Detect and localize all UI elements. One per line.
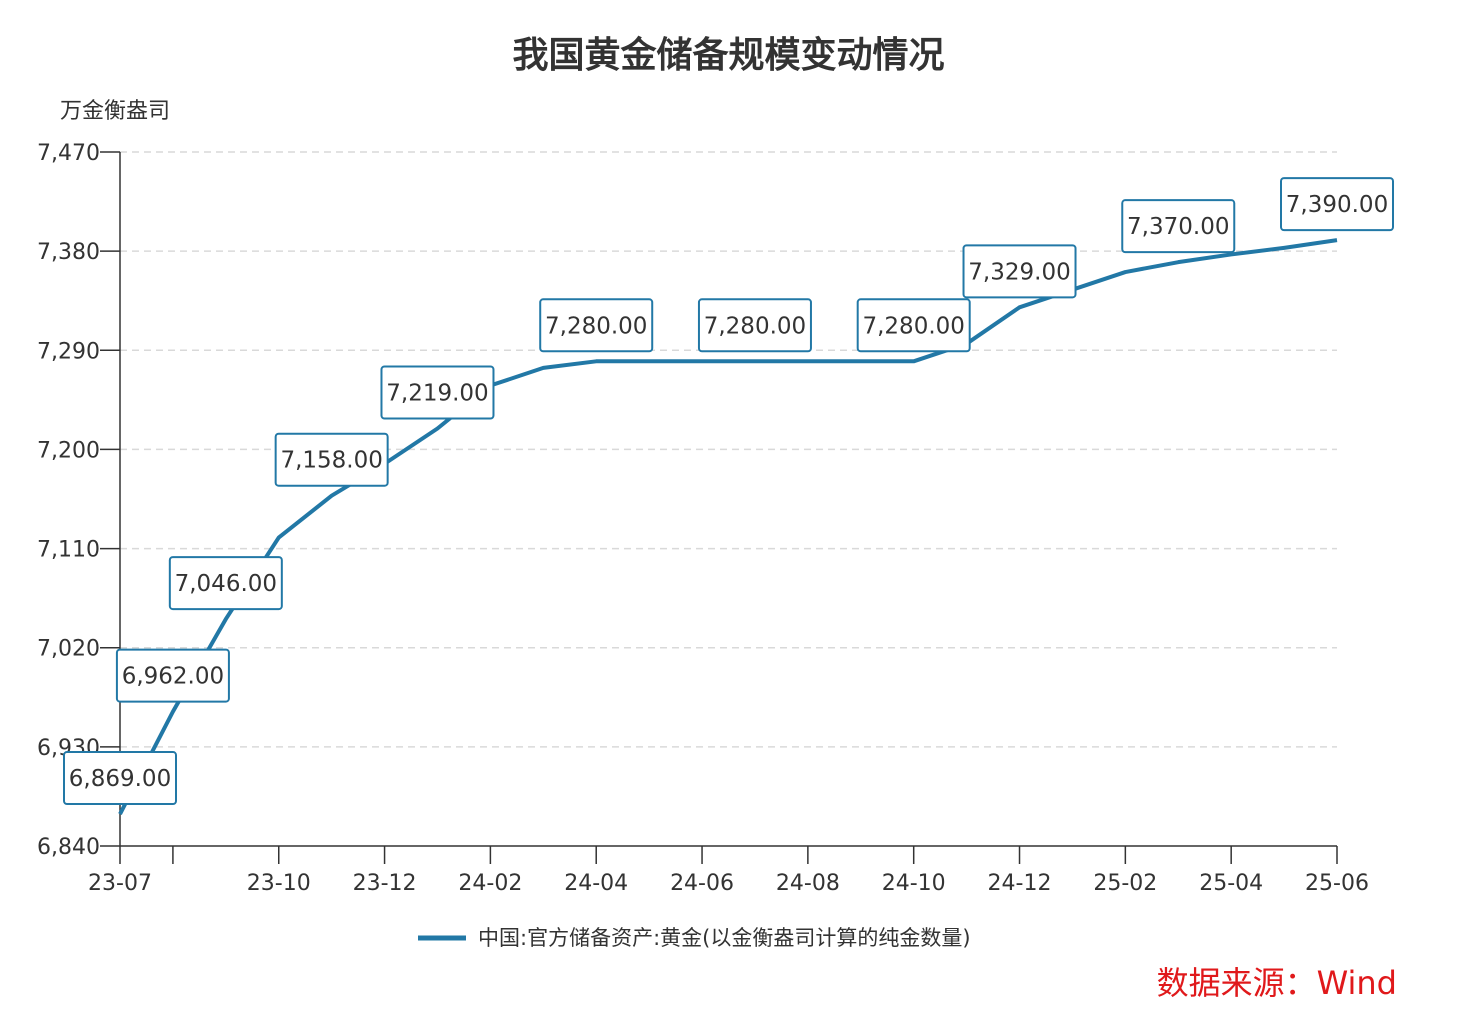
data-label-box xyxy=(274,432,389,487)
data-label-box xyxy=(1280,177,1394,232)
x-tick-label: 24-10 xyxy=(882,871,946,896)
x-tick-label: 25-04 xyxy=(1199,871,1263,896)
data-label: 7,370.00 xyxy=(1121,199,1236,254)
x-tick-label: 23-10 xyxy=(247,871,311,896)
data-label: 6,869.00 xyxy=(63,751,177,806)
data-label-text: 7,390.00 xyxy=(1286,192,1388,218)
x-tick-label: 25-02 xyxy=(1093,871,1157,896)
x-tick-label: 24-02 xyxy=(458,871,522,896)
y-tick-label: 7,110 xyxy=(37,538,100,563)
x-tick-label: 24-12 xyxy=(988,871,1052,896)
data-label-text: 6,869.00 xyxy=(69,766,171,792)
data-label-text: 7,280.00 xyxy=(704,313,806,339)
y-tick-label: 7,200 xyxy=(37,438,100,463)
data-label-text: 7,219.00 xyxy=(386,380,488,406)
legend-label: 中国:官方储备资产:黄金(以金衡盎司计算的纯金数量) xyxy=(478,926,971,950)
data-label-box xyxy=(856,298,971,353)
y-tick-label: 7,380 xyxy=(37,240,100,265)
x-tick-label: 24-04 xyxy=(564,871,628,896)
data-label-box xyxy=(380,365,495,420)
x-tick-label: 24-06 xyxy=(670,871,734,896)
y-tick-label: 7,020 xyxy=(37,637,100,662)
data-label-box xyxy=(697,298,812,353)
data-label-box xyxy=(539,298,654,353)
series-line xyxy=(118,238,1338,815)
data-label: 7,329.00 xyxy=(962,244,1077,299)
y-tick-label: 7,290 xyxy=(37,339,100,364)
data-label-box xyxy=(63,751,177,806)
y-tick-label: 7,470 xyxy=(37,141,100,166)
data-label: 7,390.00 xyxy=(1280,177,1394,232)
data-label: 7,280.00 xyxy=(697,298,812,353)
data-label-text: 7,370.00 xyxy=(1127,214,1229,240)
data-label-box xyxy=(168,556,283,611)
data-label-box xyxy=(115,648,230,703)
x-tick-label: 25-06 xyxy=(1305,871,1369,896)
data-label-box xyxy=(1121,199,1236,254)
chart-title: 我国黄金储备规模变动情况 xyxy=(512,35,945,76)
data-label-text: 7,158.00 xyxy=(280,448,382,474)
x-tick-label: 24-08 xyxy=(776,871,840,896)
data-label-text: 6,962.00 xyxy=(122,664,224,690)
data-label-text: 7,280.00 xyxy=(862,313,964,339)
data-label: 7,046.00 xyxy=(168,556,283,611)
y-tick-label: 6,840 xyxy=(37,835,100,860)
data-label: 7,219.00 xyxy=(380,365,495,420)
data-label-text: 7,280.00 xyxy=(545,313,647,339)
data-label: 7,280.00 xyxy=(539,298,654,353)
data-source: 数据来源：Wind xyxy=(1156,964,1397,1002)
data-label: 7,280.00 xyxy=(856,298,971,353)
data-label-text: 7,329.00 xyxy=(968,259,1070,285)
x-tick-label: 23-07 xyxy=(88,871,152,896)
data-label-box xyxy=(962,244,1077,299)
y-axis-label: 万金衡盎司 xyxy=(60,99,170,124)
x-tick-label: 23-12 xyxy=(353,871,417,896)
data-label: 6,962.00 xyxy=(115,648,230,703)
data-label: 7,158.00 xyxy=(274,432,389,487)
data-label-text: 7,046.00 xyxy=(175,571,277,597)
